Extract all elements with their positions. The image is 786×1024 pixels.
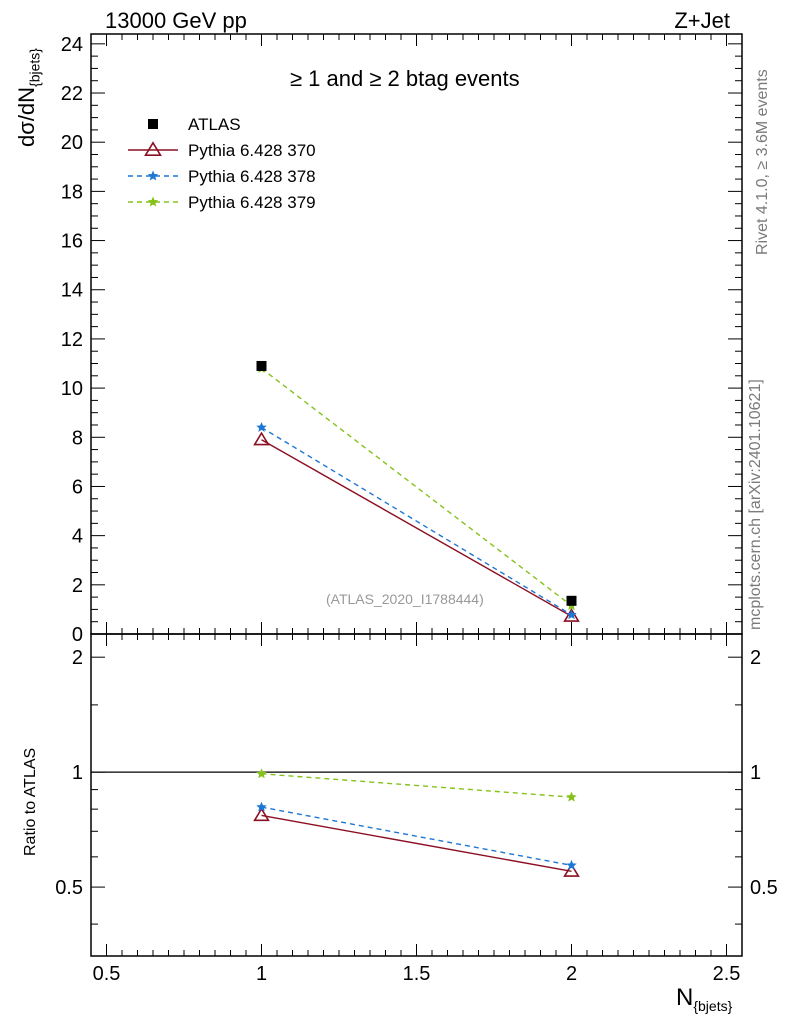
x-tick-label: 1 (256, 963, 267, 985)
ratio-point-pythia-6-428-370 (253, 807, 270, 822)
legend-marker-pythia-6-428-370 (144, 141, 162, 156)
x-tick-label: 2 (566, 963, 577, 985)
legend-label-pythia-6-428-378: Pythia 6.428 378 (188, 167, 316, 186)
ratio-plot-frame (90, 633, 743, 957)
y-tick-label: 0 (72, 624, 83, 646)
ratio-point-pythia-6-428-379 (256, 768, 267, 779)
ratio-tick-label-left: 2 (72, 647, 83, 669)
y-tick-label: 8 (72, 427, 83, 449)
ratio-axis-label: Ratio to ATLAS (22, 747, 39, 856)
y-tick-label: 2 (72, 575, 83, 597)
ratio-tick-label-left: 1 (72, 762, 83, 784)
y-tick-label: 18 (61, 181, 83, 203)
y-tick-label: 16 (61, 231, 83, 253)
ratio-line-pythia-6-428-379 (261, 773, 572, 798)
data-point-pythia-6-428-378 (566, 609, 577, 620)
x-axis-label: N{bjets} (676, 984, 732, 1014)
y-tick-label: 24 (61, 34, 83, 56)
ratio-line-pythia-6-428-378 (261, 806, 572, 867)
data-point-atlas (566, 595, 577, 606)
y-axis-label-main: dσ/dN (14, 86, 39, 147)
legend-marker-pythia-6-428-379 (147, 196, 159, 207)
y-axis-label-sub: {bjets} (26, 48, 43, 87)
ratio-tick-label-right: 1 (750, 762, 761, 784)
analysis-label: (ATLAS_2020_I1788444) (326, 591, 484, 607)
legend-label-atlas: ATLAS (188, 115, 241, 134)
ratio-point-pythia-6-428-378 (256, 801, 267, 812)
process-label: Z+Jet (674, 8, 730, 33)
ratio-line-pythia-6-428-370 (261, 814, 572, 872)
series-line-pythia-6-428-379 (261, 367, 572, 607)
x-tick-label: 1.5 (403, 963, 431, 985)
y-tick-label: 22 (61, 83, 83, 105)
x-tick-label: 2.5 (713, 963, 741, 985)
ratio-tick-label-right: 2 (750, 647, 761, 669)
y-tick-label: 20 (61, 132, 83, 154)
series-line-pythia-6-428-378 (261, 426, 572, 616)
ratio-point-pythia-6-428-378 (566, 859, 577, 870)
y-tick-label: 10 (61, 378, 83, 400)
legend-label-pythia-6-428-370: Pythia 6.428 370 (188, 141, 316, 160)
x-axis-label-sub: {bjets} (693, 997, 733, 1014)
ratio-tick-label-right: 0.5 (750, 877, 778, 899)
data-point-pythia-6-428-370 (563, 608, 580, 622)
data-point-pythia-6-428-378 (256, 421, 267, 432)
y-tick-label: 4 (72, 526, 83, 548)
y-tick-label: 14 (61, 280, 83, 302)
ratio-point-pythia-6-428-379 (566, 791, 577, 802)
y-axis-label: dσ/dN{bjets} (14, 48, 42, 147)
data-point-atlas (256, 360, 267, 371)
series-line-pythia-6-428-370 (261, 439, 572, 617)
ratio-tick-label-left: 0.5 (55, 877, 83, 899)
chart-title: ≥ 1 and ≥ 2 btag events (290, 66, 520, 91)
rivet-label: Rivet 4.1.0, ≥ 3.6M events (754, 69, 771, 255)
legend-marker-atlas (148, 119, 158, 129)
legend-label-pythia-6-428-379: Pythia 6.428 379 (188, 193, 316, 212)
energy-label: 13000 GeV pp (105, 8, 247, 33)
y-tick-label: 12 (61, 329, 83, 351)
ratio-point-pythia-6-428-370 (563, 863, 580, 877)
data-point-pythia-6-428-370 (253, 431, 270, 446)
x-tick-label: 0.5 (93, 963, 121, 985)
y-tick-label: 6 (72, 476, 83, 498)
mcplots-label: mcplots.cern.ch [arXiv:2401.10621] (747, 379, 764, 630)
x-axis-label-main: N (676, 984, 694, 1011)
legend-marker-pythia-6-428-378 (147, 170, 159, 181)
